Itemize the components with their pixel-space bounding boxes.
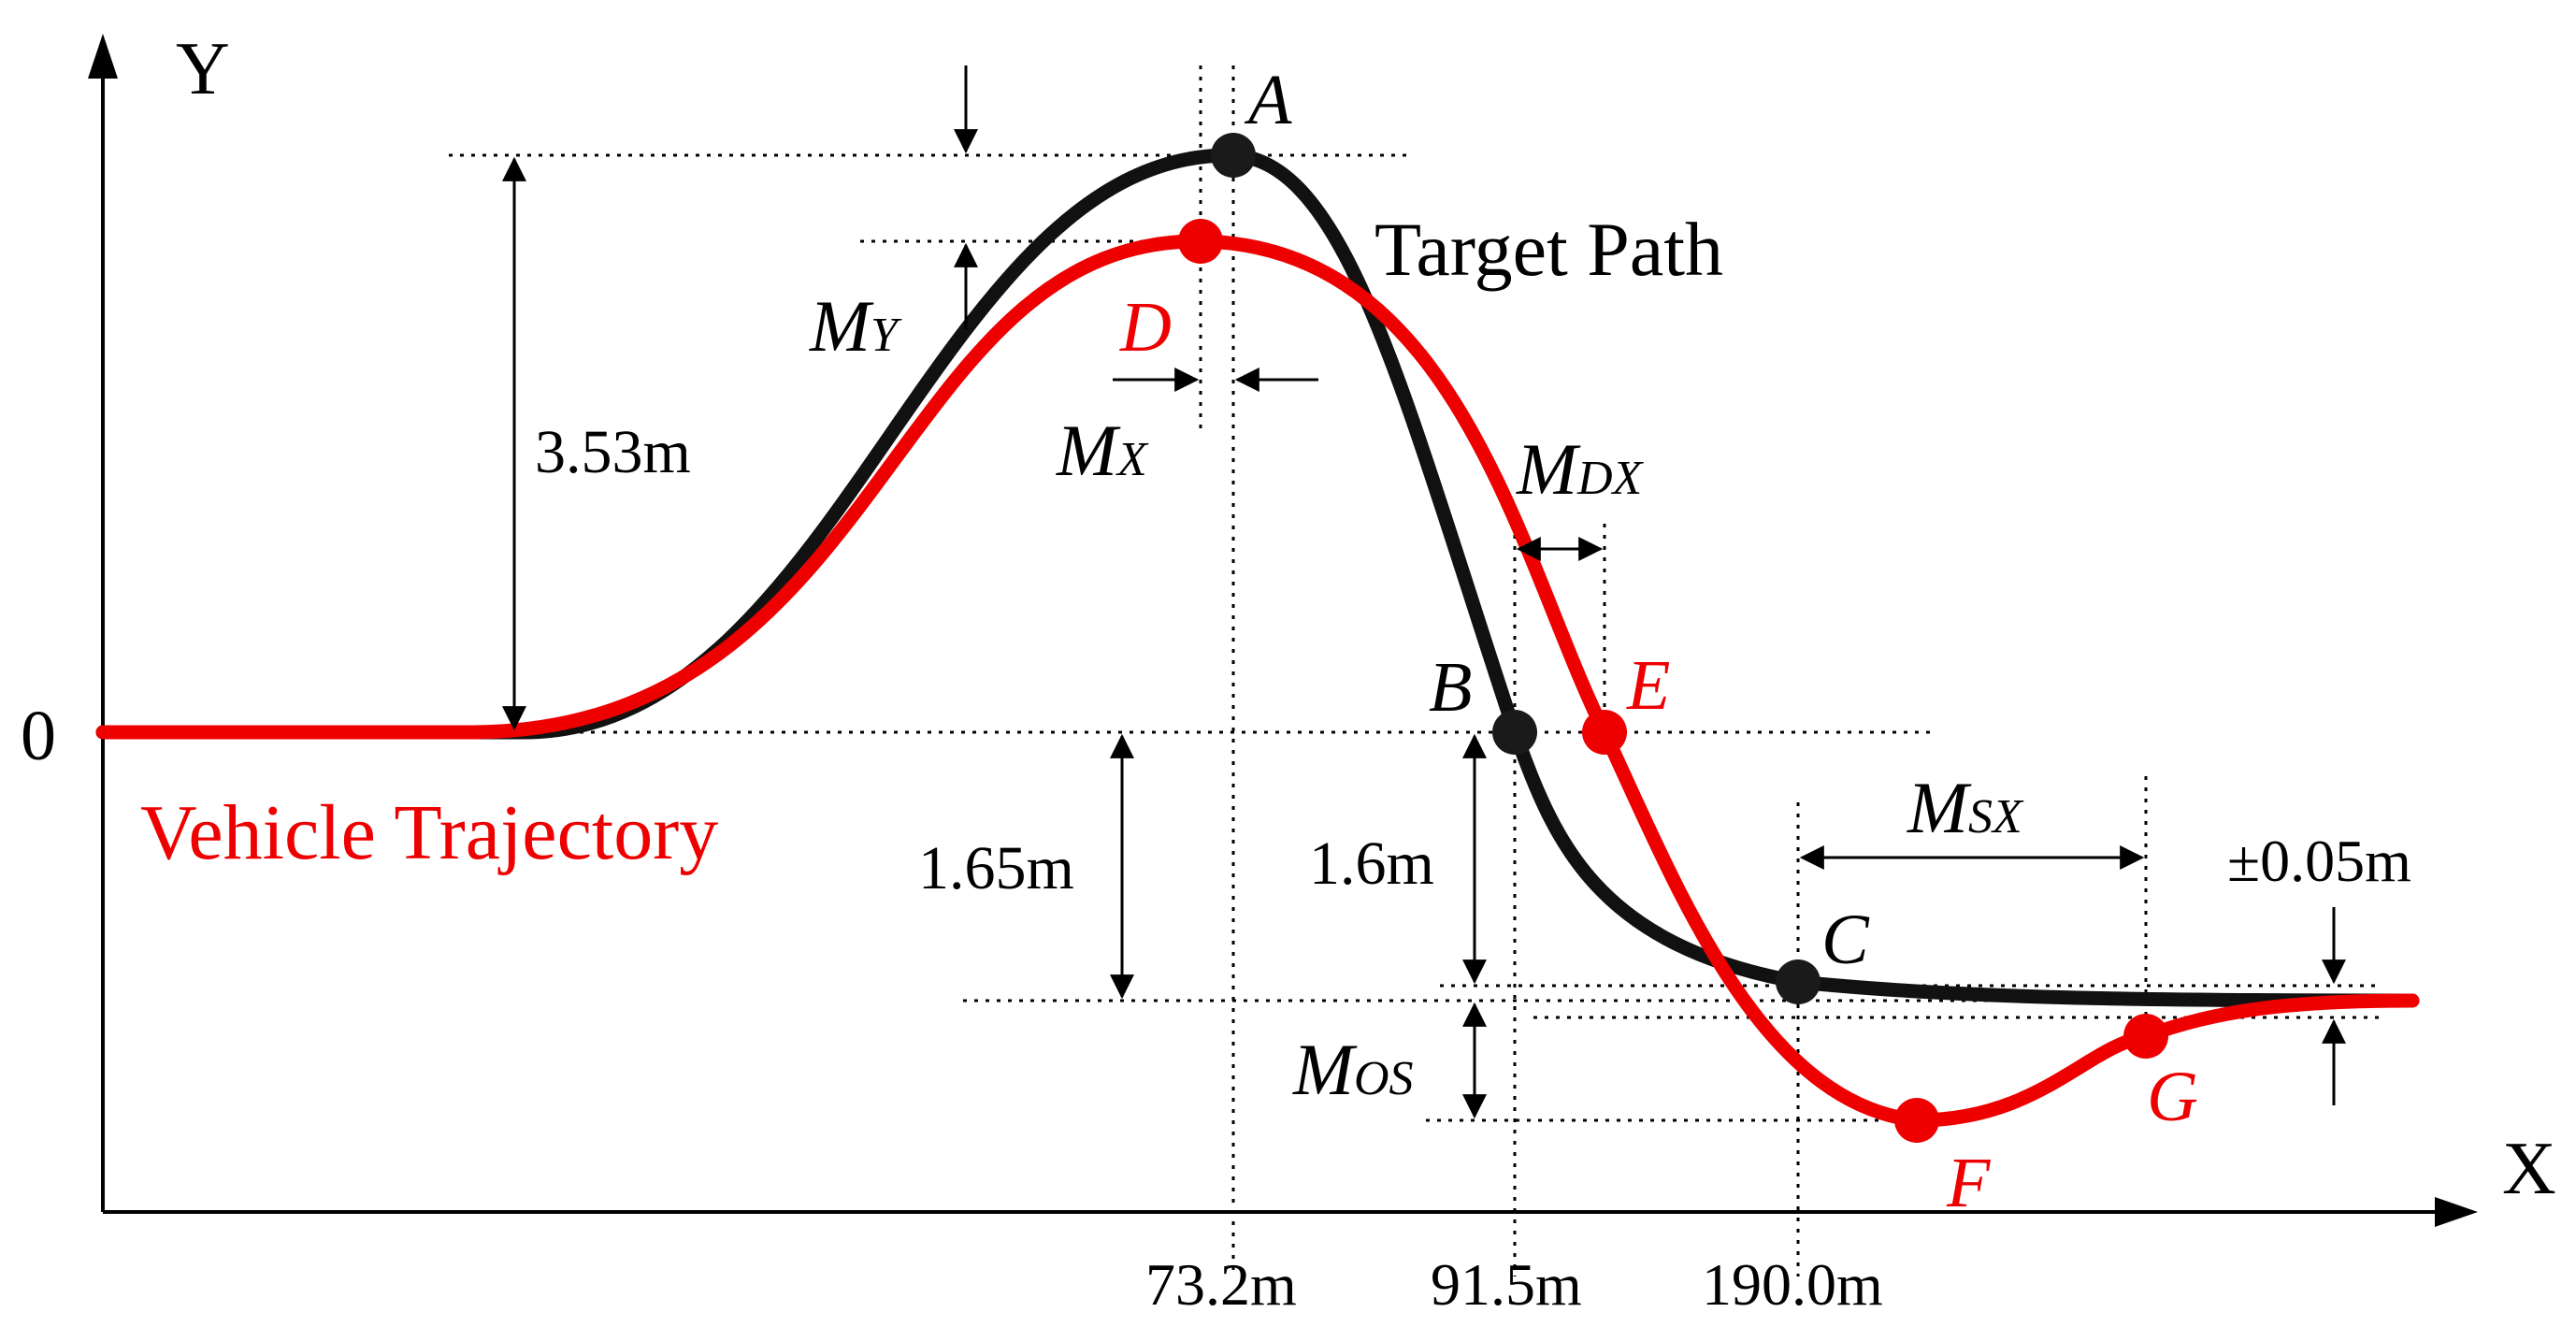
y-axis-arrowhead [88,34,118,79]
x-tick-label: 190.0m [1702,1251,1883,1318]
x-axis-label: X [2502,1128,2556,1210]
x-axis-arrowhead [2435,1197,2478,1227]
point-d-marker [1178,219,1223,264]
point-e-label: E [1626,646,1670,725]
x-tick-label: 73.2m [1145,1251,1297,1318]
vehicle-trajectory-curve [95,234,2420,1128]
point-d-label: D [1119,288,1172,367]
point-b-label: B [1429,648,1472,727]
settle-depth-value: 1.65m [918,834,1074,902]
point-c-marker [1776,959,1820,1004]
target-path-curve [95,148,2420,1008]
mos-label: MOS [1292,1029,1414,1110]
target-path-label: Target Path [1374,207,1723,292]
b-depth-value: 1.6m [1309,829,1434,898]
point-a-label: A [1244,61,1292,139]
msx-label: MSX [1907,767,2024,848]
point-g-label: G [2147,1058,2198,1136]
mdx-label: MDX [1516,428,1645,510]
point-f-label: F [1946,1144,1992,1222]
point-b-marker [1492,710,1537,755]
point-e-marker [1582,710,1627,755]
point-g-marker [2123,1014,2168,1059]
x-tick-label: 91.5m [1431,1251,1582,1318]
origin-label: 0 [21,697,56,775]
mx-label: MX [1056,410,1149,491]
vehicle-trajectory-label: Vehicle Trajectory [140,789,718,876]
tolerance-value: ±0.05m [2227,828,2411,894]
my-label: MY [809,285,902,367]
point-f-marker [1894,1098,1939,1143]
y-axis-label: Y [176,28,230,110]
point-c-label: C [1821,901,1870,979]
peak-height-value: 3.53m [535,418,691,486]
point-a-marker [1211,133,1256,178]
